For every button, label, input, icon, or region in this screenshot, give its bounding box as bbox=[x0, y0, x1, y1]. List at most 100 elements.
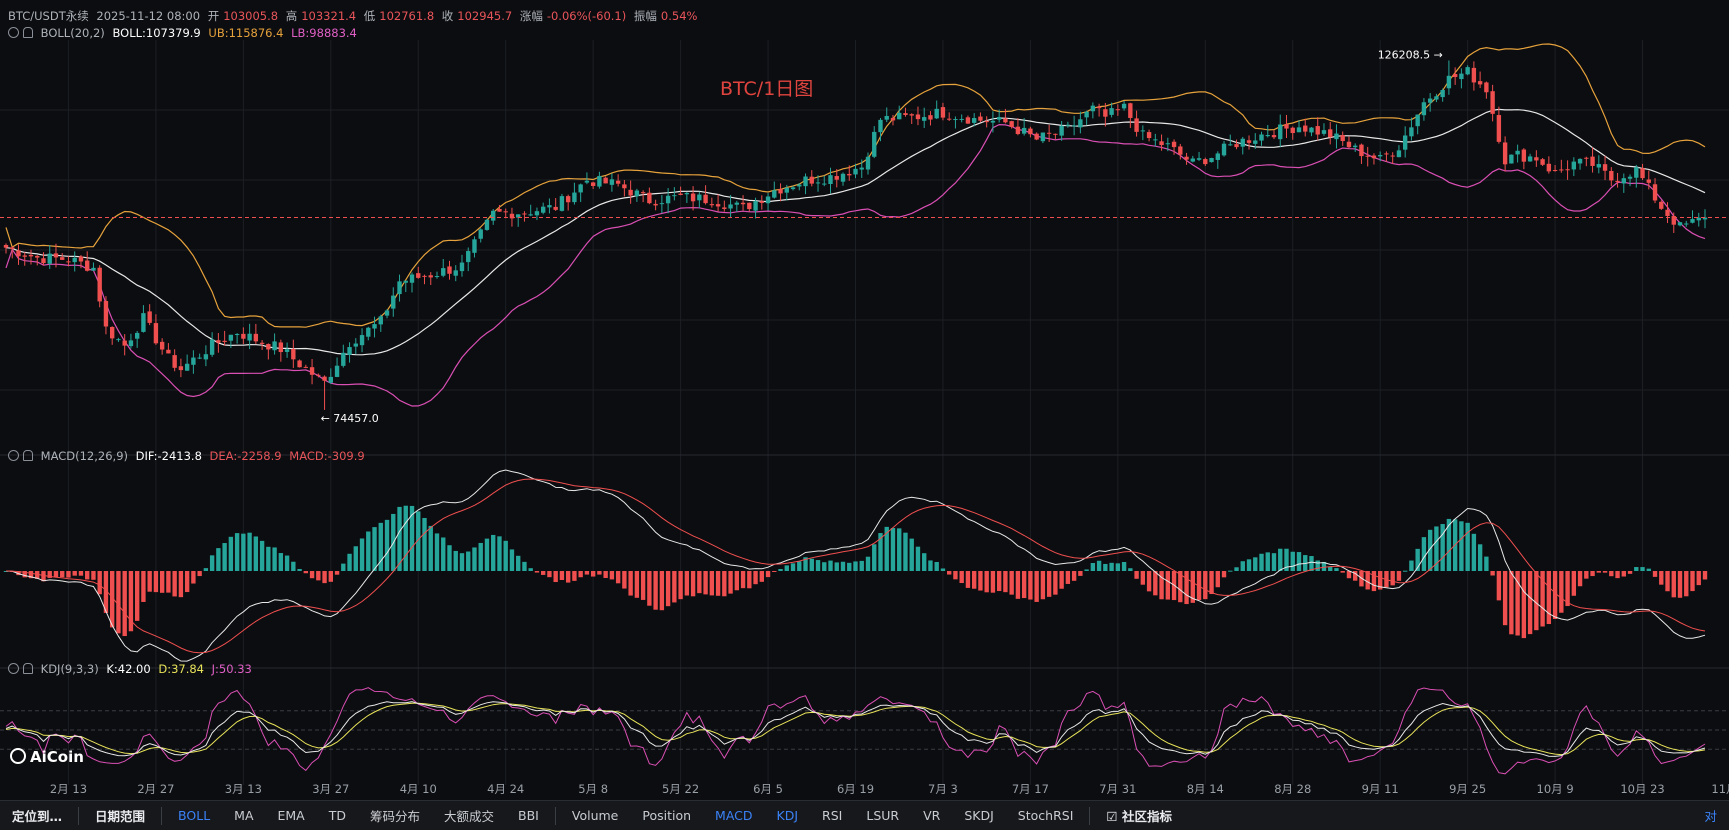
candle-body bbox=[1371, 155, 1377, 159]
candle-body bbox=[1365, 155, 1370, 157]
candle-body bbox=[784, 187, 789, 193]
indicator-td[interactable]: TD bbox=[328, 808, 346, 823]
candle-body bbox=[1184, 156, 1189, 160]
candle-body bbox=[284, 349, 290, 352]
macd-bar bbox=[615, 571, 621, 584]
candle-body bbox=[391, 295, 396, 309]
candle-body bbox=[728, 204, 733, 209]
candle-body bbox=[378, 316, 383, 325]
macd-bar bbox=[116, 571, 121, 634]
compare-button[interactable]: 对 bbox=[1704, 809, 1717, 824]
kdj-name: KDJ(9,3,3) bbox=[40, 662, 99, 676]
candle-body bbox=[228, 334, 234, 341]
eye-icon[interactable] bbox=[8, 663, 19, 674]
bell-icon[interactable] bbox=[23, 663, 33, 674]
macd-bar bbox=[934, 561, 939, 571]
candle-body bbox=[1459, 73, 1464, 80]
open-value: 103005.8 bbox=[223, 9, 279, 23]
macd-bar bbox=[884, 526, 889, 571]
macd-bar bbox=[878, 533, 883, 571]
macd-bar bbox=[584, 571, 590, 575]
indicator-rsi[interactable]: RSI bbox=[822, 808, 843, 823]
candle-body bbox=[1284, 124, 1289, 129]
macd-bar bbox=[1246, 559, 1252, 571]
macd-bar bbox=[328, 571, 333, 582]
indicator-stochrsi[interactable]: StochRSI bbox=[1017, 808, 1074, 823]
indicator-boll[interactable]: BOLL bbox=[178, 808, 211, 823]
candle-body bbox=[85, 260, 90, 271]
candle-body bbox=[934, 108, 939, 119]
community-indicators-button[interactable]: ☑ 社区指标 bbox=[1094, 806, 1184, 825]
symbol-label: BTC/USDT永续 bbox=[8, 9, 89, 23]
candle-body bbox=[878, 119, 883, 133]
macd-bar bbox=[603, 571, 608, 578]
candle-body bbox=[672, 195, 677, 197]
candle-body bbox=[915, 114, 921, 120]
candle-body bbox=[1546, 163, 1552, 172]
candle-body bbox=[559, 196, 565, 211]
candle-body bbox=[428, 275, 433, 278]
macd-bar bbox=[559, 571, 565, 580]
candle-body bbox=[1334, 133, 1339, 140]
indicator-chips[interactable]: 筹码分布 bbox=[370, 809, 421, 824]
indicator-skdj[interactable]: SKDJ bbox=[964, 808, 994, 823]
candle-body bbox=[853, 168, 858, 175]
macd-bar bbox=[1402, 570, 1408, 572]
candle-body bbox=[1203, 159, 1208, 165]
candle-body bbox=[759, 201, 764, 203]
date-range-button[interactable]: 日期范围 bbox=[95, 809, 146, 824]
candle-body bbox=[697, 194, 702, 201]
macd-bar bbox=[840, 561, 846, 571]
indicator-lsur[interactable]: LSUR bbox=[866, 808, 900, 823]
macd-bar bbox=[216, 548, 221, 571]
candle-body bbox=[1015, 126, 1021, 135]
indicator-large-trades[interactable]: 大额成交 bbox=[444, 809, 495, 824]
candle-body bbox=[403, 280, 408, 283]
candle-body bbox=[1465, 67, 1470, 75]
locate-button[interactable]: 定位到… bbox=[12, 809, 63, 824]
indicator-vr[interactable]: VR bbox=[923, 808, 941, 823]
candle-body bbox=[1690, 219, 1695, 223]
macd-bar bbox=[1090, 563, 1096, 571]
indicator-macd[interactable]: MACD bbox=[715, 808, 753, 823]
macd-bar bbox=[1552, 571, 1558, 619]
macd-bar bbox=[303, 571, 309, 574]
macd-bar bbox=[509, 549, 515, 571]
bell-icon[interactable] bbox=[23, 450, 33, 461]
indicator-volume[interactable]: Volume bbox=[571, 808, 619, 823]
candle-body bbox=[1452, 74, 1458, 78]
macd-bar bbox=[634, 571, 640, 598]
eye-icon[interactable] bbox=[8, 27, 19, 38]
chart-canvas[interactable]: 126208.5 → ← 74457.0 2月 13 2月 27 3月 13 3月 27… bbox=[0, 0, 1729, 800]
candle-body bbox=[734, 202, 740, 205]
candle-body bbox=[1171, 141, 1177, 148]
candle-body bbox=[47, 253, 52, 264]
macd-bar bbox=[203, 568, 209, 571]
indicator-ma[interactable]: MA bbox=[234, 808, 254, 823]
candle-body bbox=[134, 332, 140, 339]
candle-body bbox=[1071, 125, 1077, 127]
indicator-bbi[interactable]: BBI bbox=[518, 808, 539, 823]
candle-body bbox=[1652, 184, 1658, 201]
candle-body bbox=[203, 354, 209, 360]
indicator-ema[interactable]: EMA bbox=[277, 808, 305, 823]
macd-bar bbox=[1671, 571, 1676, 598]
candle-body bbox=[1053, 133, 1058, 135]
candle-body bbox=[272, 341, 277, 351]
macd-name: MACD(12,26,9) bbox=[40, 449, 128, 463]
macd-bar bbox=[978, 571, 983, 591]
candlesticks bbox=[3, 60, 1708, 410]
price-annotations: 126208.5 → ← 74457.0 bbox=[321, 48, 1443, 424]
bell-icon[interactable] bbox=[23, 27, 33, 38]
macd-bar bbox=[590, 571, 596, 577]
candle-body bbox=[990, 120, 996, 123]
indicator-position[interactable]: Position bbox=[642, 808, 692, 823]
indicator-kdj[interactable]: KDJ bbox=[776, 808, 799, 823]
macd-bar bbox=[1584, 571, 1589, 579]
candle-body bbox=[884, 115, 889, 120]
eye-icon[interactable] bbox=[8, 450, 19, 461]
candle-body bbox=[1509, 154, 1514, 164]
candle-body bbox=[1309, 127, 1314, 133]
macd-bar bbox=[1140, 571, 1146, 585]
candle-body bbox=[1615, 180, 1620, 183]
